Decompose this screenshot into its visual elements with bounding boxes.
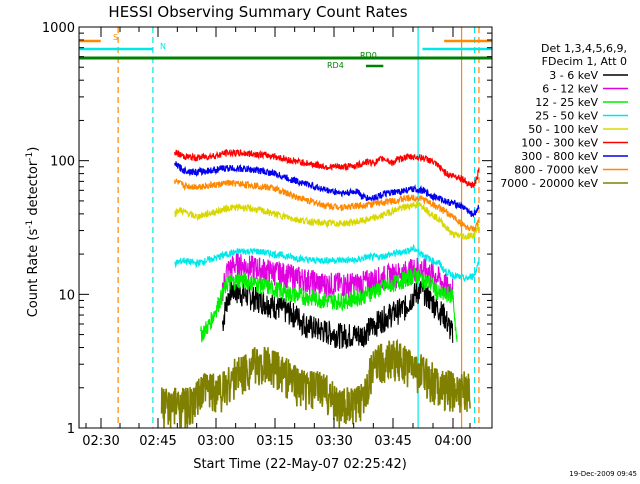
series-line [174,200,480,241]
series-line [221,278,454,349]
x-tick-label: 04:00 [434,434,471,449]
legend-entry-label: 25 - 50 keV [535,110,598,123]
legend-entry-label: 100 - 300 keV [521,137,598,150]
y-tick-label: 1 [67,422,75,437]
render-timestamp: 19-Dec-2009 09:45 [569,470,637,478]
state-label-n: N [160,42,166,51]
y-axis-label: Count Rate (s-1 detector-1) [25,147,41,318]
state-label-rd4: RD4 [327,61,344,70]
legend-entry-label: 50 - 100 keV [528,123,598,136]
x-tick-label: 03:45 [374,434,411,449]
x-axis: 02:30 02:45 03:00 03:15 03:30 03:45 04:00 [82,27,472,449]
legend-entry-label: 12 - 25 keV [535,96,598,109]
series-line [174,243,480,282]
series-line [174,149,480,189]
legend-entry-label: 6 - 12 keV [542,83,598,96]
x-axis-label: Start Time (22-May-07 02:25:42) [193,457,407,472]
state-label-s: S [113,33,118,42]
series-line [174,161,480,218]
legend-entry-label: 300 - 800 keV [521,150,598,163]
y-tick-label: 10 [58,288,75,303]
legend: Det 1,3,4,5,6,9,FDecim 1, Att 03 - 6 keV… [500,42,628,190]
series-line [174,178,480,232]
x-tick-label: 02:30 [82,434,119,449]
chart-title: HESSI Observing Summary Count Rates [108,3,407,21]
legend-header: Det 1,3,4,5,6,9, [541,42,627,55]
legend-entry-label: 800 - 7000 keV [514,164,598,177]
x-tick-label: 02:45 [139,434,176,449]
series-line [200,267,458,343]
legend-entry-label: 3 - 6 keV [549,69,598,82]
y-tick-label: 100 [50,155,75,170]
state-label-rd0: RD0 [360,51,377,60]
y-axis: 1 10 100 1000 [42,21,492,437]
plot-frame [78,26,493,429]
y-tick-label: 1000 [42,21,75,36]
legend-entry-label: 7000 - 20000 keV [500,177,598,190]
legend-header: FDecim 1, Att 0 [542,55,627,68]
x-tick-label: 03:00 [197,434,234,449]
x-tick-label: 03:30 [315,434,352,449]
series-line [160,338,471,428]
x-tick-label: 03:15 [256,434,293,449]
